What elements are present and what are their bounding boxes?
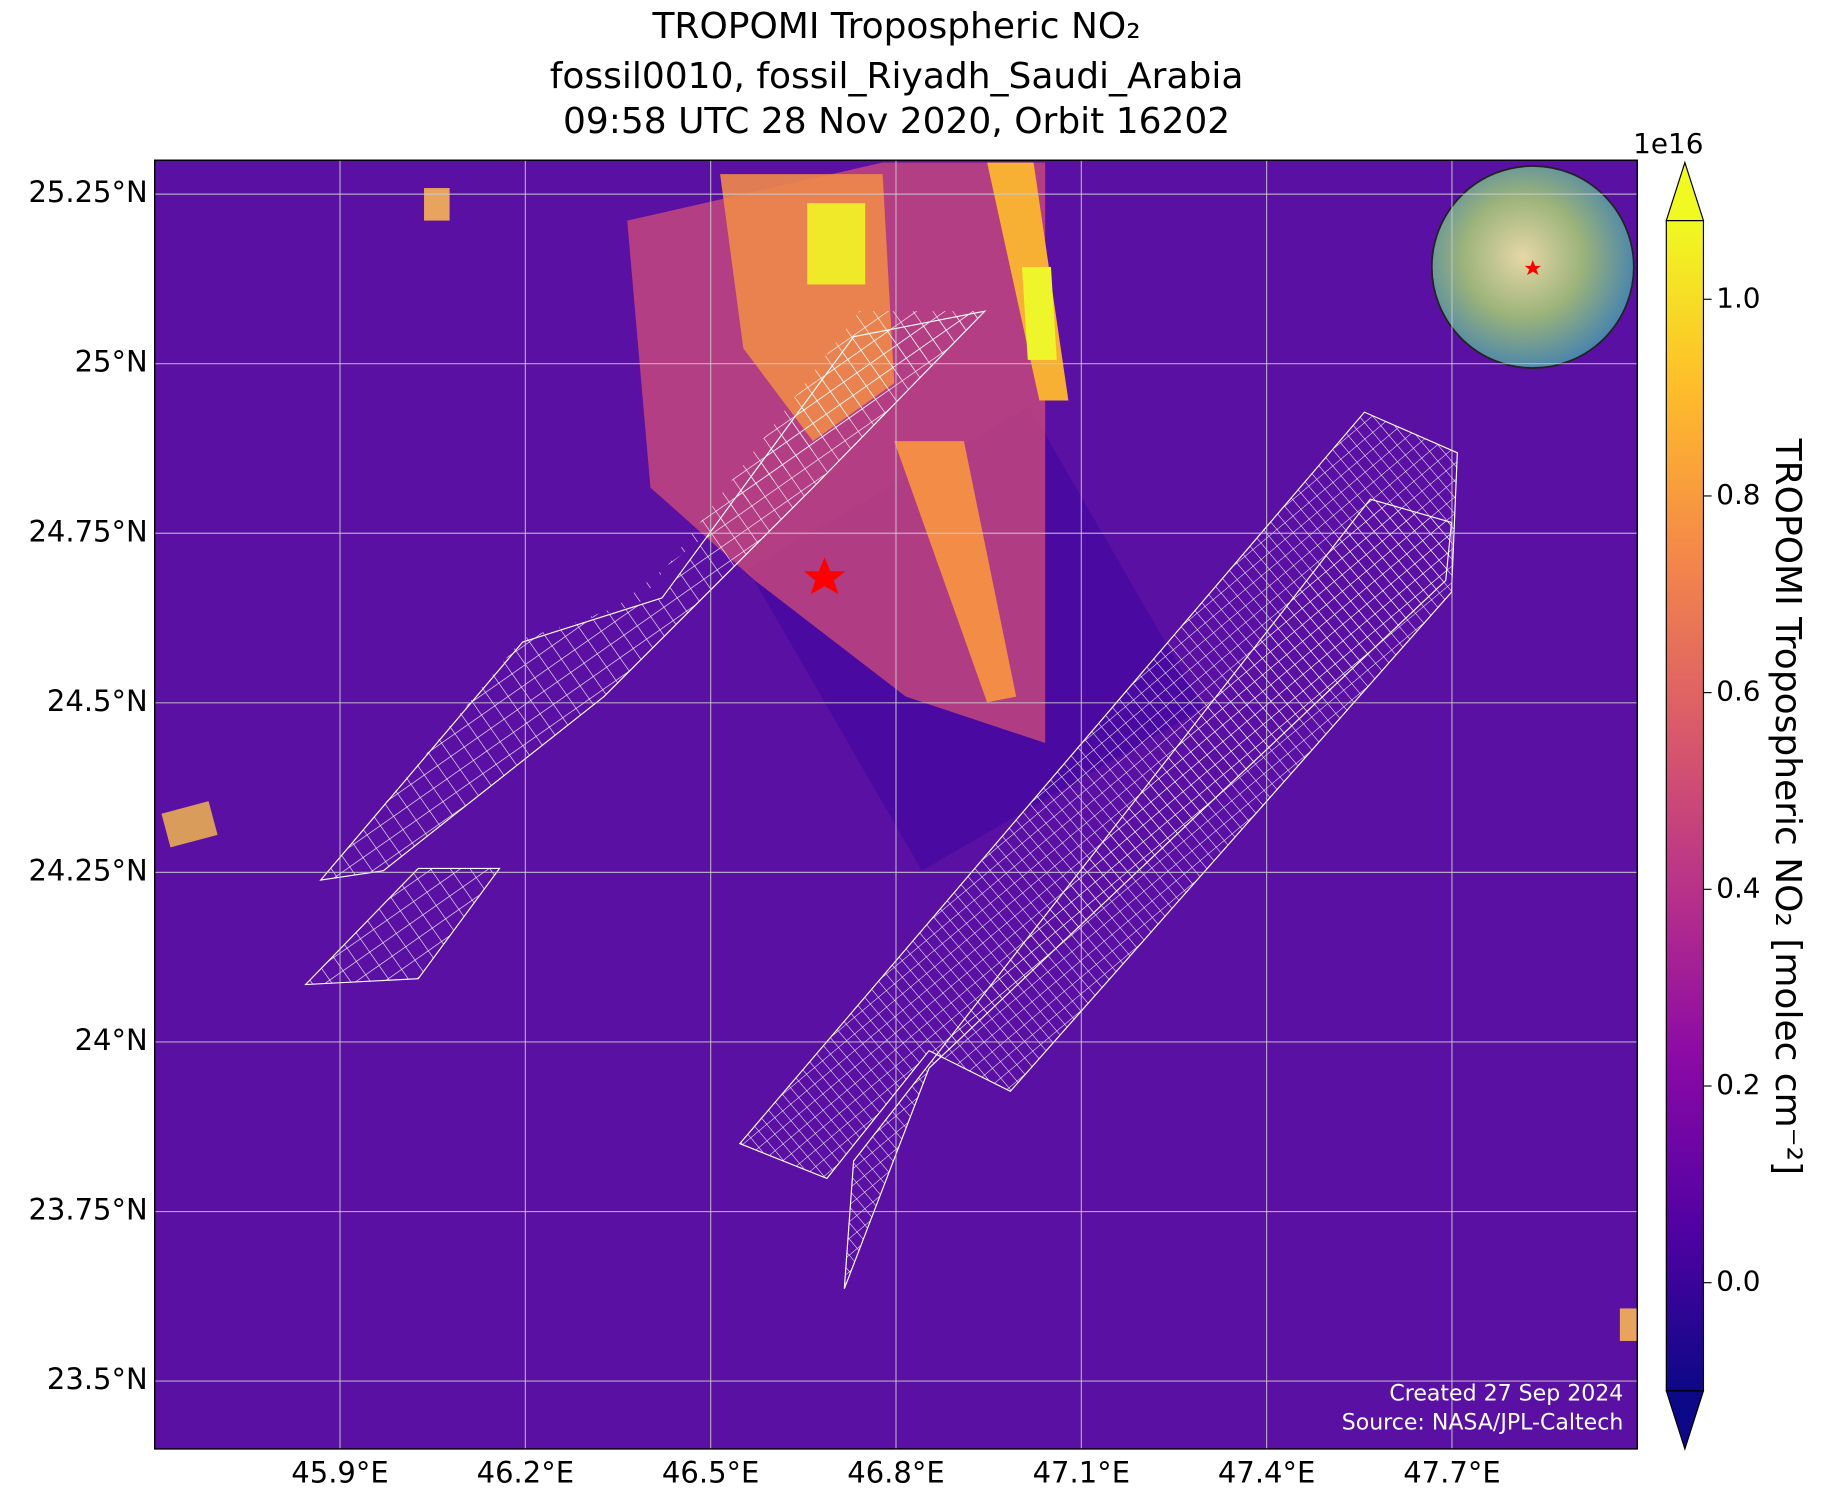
colorbar-tick-label: 0.4: [1716, 871, 1760, 904]
colorbar-tick-label: 1.0: [1716, 281, 1760, 314]
subtitle: 09:58 UTC 28 Nov 2020, Orbit 16202: [563, 101, 1230, 142]
y-tick-label: 24.5°N: [47, 684, 148, 718]
colorbar-extend: [1665, 1390, 1705, 1451]
y-tick-label: 24.75°N: [28, 514, 147, 548]
x-tick-label: 45.9°E: [291, 1455, 388, 1489]
x-tick-label: 46.5°E: [662, 1455, 759, 1489]
colorbar-extend: [1665, 160, 1705, 222]
x-tick-label: 46.8°E: [847, 1455, 944, 1489]
y-tick-label: 23.5°N: [47, 1362, 148, 1396]
colorbar: [1666, 220, 1704, 1391]
pixel: [161, 801, 218, 848]
y-tick-label: 23.75°N: [28, 1193, 147, 1227]
map-field: [154, 160, 1638, 1449]
plume: [807, 203, 866, 285]
annotation: Created 27 Sep 2024: [1389, 1381, 1623, 1406]
title: TROPOMI Tropospheric NO₂: [651, 6, 1140, 47]
colorbar-tick-label: 0.6: [1716, 675, 1760, 708]
colorbar-label: TROPOMI Tropospheric NO₂ [molec cm⁻²]: [1767, 438, 1808, 1175]
y-tick-label: 25.25°N: [28, 175, 147, 209]
pixel: [1619, 1308, 1638, 1341]
x-tick-label: 47.4°E: [1218, 1455, 1315, 1489]
x-tick-label: 47.1°E: [1033, 1455, 1130, 1489]
y-tick-label: 25°N: [75, 345, 148, 379]
mesh-overlay: [304, 867, 501, 986]
pixel: [424, 188, 450, 221]
map-frame: [153, 159, 1638, 1450]
colorbar-exponent: 1e16: [1633, 127, 1703, 160]
subtitle: fossil0010, fossil_Riyadh_Saudi_Arabia: [550, 56, 1244, 97]
x-tick-label: 46.2°E: [477, 1455, 574, 1489]
site-marker: [803, 557, 846, 595]
y-tick-label: 24°N: [75, 1023, 148, 1057]
plume: [1021, 267, 1057, 360]
colorbar-tick-label: 0.0: [1716, 1265, 1760, 1298]
y-tick-label: 24.25°N: [28, 853, 147, 887]
globe-marker: [1524, 260, 1541, 276]
annotation: Source: NASA/JPL-Caltech: [1342, 1410, 1624, 1435]
x-tick-label: 47.7°E: [1403, 1455, 1500, 1489]
colorbar-frame: [1665, 220, 1705, 1392]
plume: [894, 441, 1017, 703]
colorbar-tick-label: 0.8: [1716, 478, 1760, 511]
colorbar-tick-label: 0.2: [1716, 1068, 1760, 1101]
mesh-overlay: [319, 310, 987, 881]
mesh-overlay: [738, 411, 1458, 1180]
